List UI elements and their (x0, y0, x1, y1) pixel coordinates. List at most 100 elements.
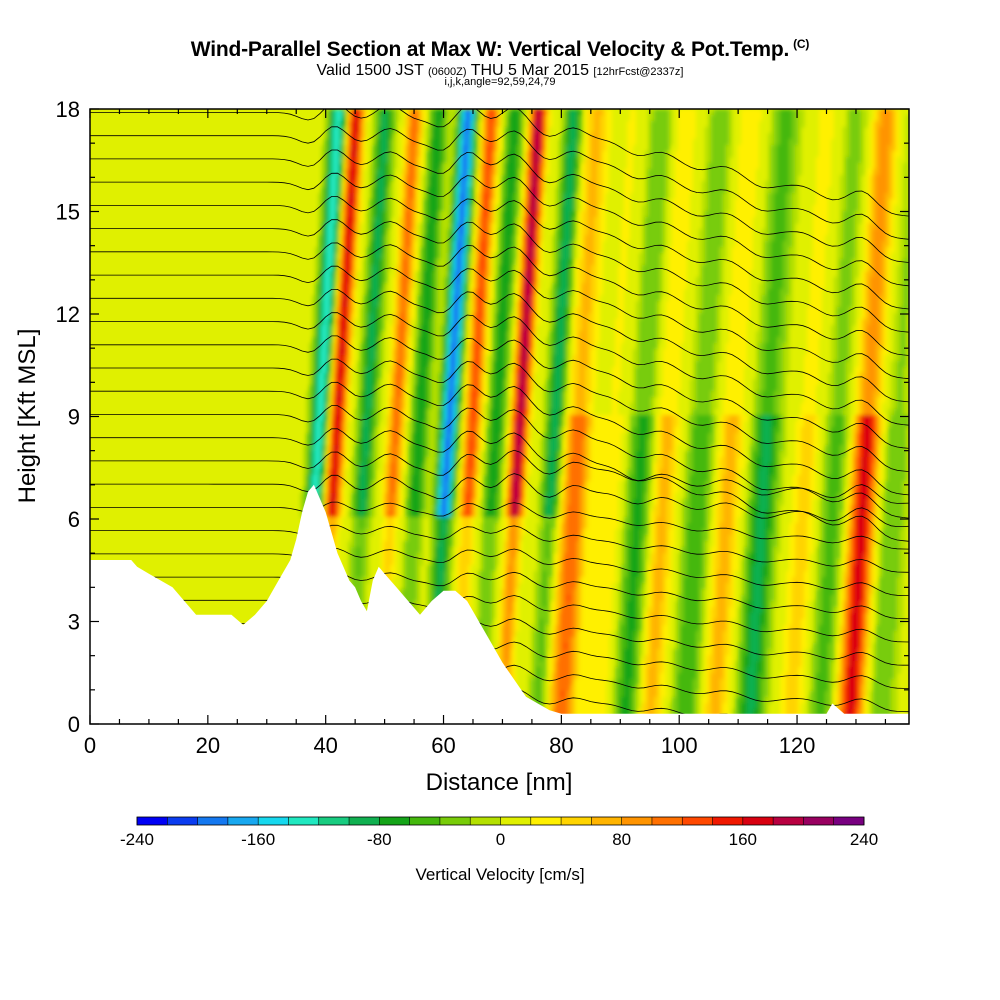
field-cell (327, 325, 331, 332)
field-cell (321, 277, 325, 284)
field-cell (327, 403, 331, 410)
field-cell (447, 571, 451, 578)
field-cell (387, 247, 391, 254)
field-cell (387, 241, 391, 248)
field-cell (339, 457, 343, 464)
field-cell (336, 295, 340, 302)
field-cell (324, 169, 328, 176)
field-cell (375, 427, 379, 434)
field-cell (345, 415, 349, 422)
field-cell (324, 487, 328, 494)
field-cell (333, 229, 337, 236)
field-cell (342, 175, 346, 182)
field-cell (342, 211, 346, 218)
field-cell (324, 493, 328, 500)
field-cell (327, 397, 331, 404)
field-cell (354, 151, 358, 158)
field-cell (366, 109, 370, 116)
field-cell (420, 529, 424, 536)
field-cell (327, 151, 331, 158)
field-cell (387, 229, 391, 236)
field-cell (321, 331, 325, 338)
field-cell (318, 253, 322, 260)
field-cell (393, 571, 397, 578)
field-cell (309, 481, 313, 488)
field-cell (318, 349, 322, 356)
field-cell (354, 331, 358, 338)
field-cell (321, 373, 325, 380)
field-cell (321, 205, 325, 212)
field-cell (348, 409, 352, 416)
field-cell (342, 439, 346, 446)
field-cell (321, 415, 325, 422)
field-cell (330, 229, 334, 236)
field-cell (339, 151, 343, 158)
field-cell (318, 277, 322, 284)
field-cell (348, 331, 352, 338)
field-cell (348, 139, 352, 146)
field-cell (351, 547, 355, 554)
field-cell (372, 469, 376, 476)
field-cell (333, 169, 337, 176)
field-cell (363, 169, 367, 176)
field-cell (339, 493, 343, 500)
field-cell (372, 487, 376, 494)
field-cell (330, 175, 334, 182)
field-cell (315, 367, 319, 374)
field-cell (336, 235, 340, 242)
field-cell (303, 481, 307, 488)
field-cell (348, 301, 352, 308)
field-cell (321, 259, 325, 266)
field-cell (354, 517, 358, 524)
field-cell (351, 253, 355, 260)
field-cell (336, 139, 340, 146)
field-cell (384, 301, 388, 308)
field-cell (330, 265, 334, 272)
field-cell (342, 445, 346, 452)
field-cell (333, 289, 337, 296)
field-cell (468, 235, 472, 242)
field-cell (336, 283, 340, 290)
field-cell (363, 187, 367, 194)
field-cell (330, 199, 334, 206)
field-cell (339, 199, 343, 206)
field-cell (330, 439, 334, 446)
field-cell (348, 271, 352, 278)
field-cell (330, 307, 334, 314)
field-cell (336, 163, 340, 170)
field-cell (381, 331, 385, 338)
field-cell (354, 487, 358, 494)
field-cell (324, 409, 328, 416)
field-cell (363, 193, 367, 200)
field-cell (336, 481, 340, 488)
field-cell (345, 283, 349, 290)
field-cell (321, 241, 325, 248)
field-cell (315, 475, 319, 482)
field-cell (348, 577, 352, 584)
field-cell (306, 445, 310, 452)
field-cell (327, 169, 331, 176)
field-cell (318, 421, 322, 428)
field-cell (342, 121, 346, 128)
field-cell (324, 475, 328, 482)
field-cell (318, 295, 322, 302)
field-cell (345, 397, 349, 404)
field-cell (336, 175, 340, 182)
field-cell (345, 319, 349, 326)
field-cell (354, 121, 358, 128)
field-cell (345, 133, 349, 140)
field-cell (348, 541, 352, 548)
field-cell (354, 337, 358, 344)
field-cell (306, 487, 310, 494)
field-cell (318, 373, 322, 380)
field-cell (360, 235, 364, 242)
field-cell (327, 223, 331, 230)
field-cell (351, 223, 355, 230)
field-cell (309, 475, 313, 482)
field-cell (357, 145, 361, 152)
field-cell (351, 343, 355, 350)
field-cell (342, 487, 346, 494)
field-cell (321, 319, 325, 326)
field-cell (318, 385, 322, 392)
field-cell (309, 385, 313, 392)
